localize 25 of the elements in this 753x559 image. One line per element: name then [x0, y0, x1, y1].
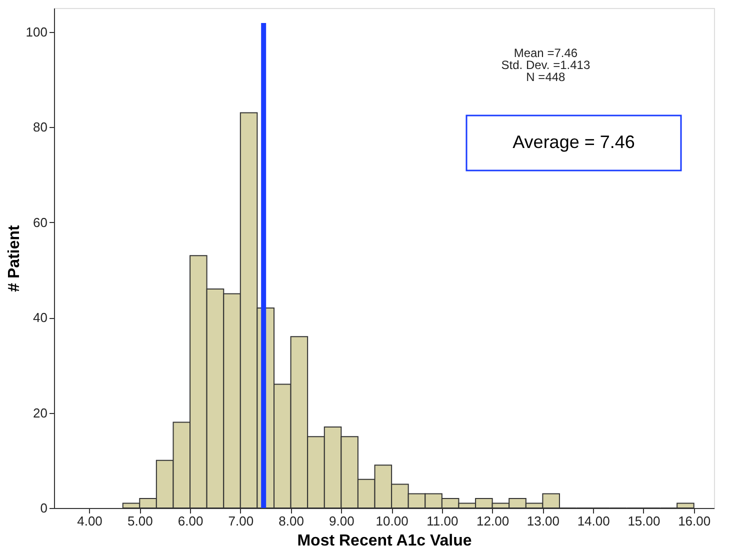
y-tick-label: 60	[33, 214, 48, 230]
x-tick-label: 7.00	[228, 514, 254, 528]
x-axis-title: Most Recent A1c Value	[297, 532, 472, 550]
annotation: N =448	[526, 70, 566, 84]
x-tick-label: 13.00	[526, 514, 560, 528]
y-tick-label: 100	[26, 24, 48, 40]
y-tick-label: 40	[33, 310, 48, 326]
x-tick-label: 14.00	[577, 514, 610, 528]
y-tick-label: 80	[33, 120, 48, 135]
y-tick-label: 20	[33, 405, 48, 420]
y-tick-label: 0	[40, 500, 48, 516]
x-tick-label: 5.00	[127, 514, 153, 528]
y-axis-title: # Patient	[6, 224, 23, 292]
x-tick-label: 11.00	[426, 514, 458, 528]
x-tick-label: 9.00	[329, 514, 354, 528]
x-tick-label: 4.00	[77, 514, 102, 528]
x-tick-label: 10.00	[376, 514, 408, 528]
x-tick-label: 15.00	[628, 514, 660, 528]
x-tick-label: 8.00	[278, 514, 304, 528]
x-tick-label: 16.00	[678, 514, 711, 528]
x-tick-label: 12.00	[476, 514, 510, 528]
annotation: Std. Dev. =1.413	[501, 58, 590, 72]
x-tick-label: 6.00	[178, 514, 204, 528]
annotation: Average = 7.46	[512, 132, 635, 152]
annotation: Mean =7.46	[514, 46, 578, 60]
